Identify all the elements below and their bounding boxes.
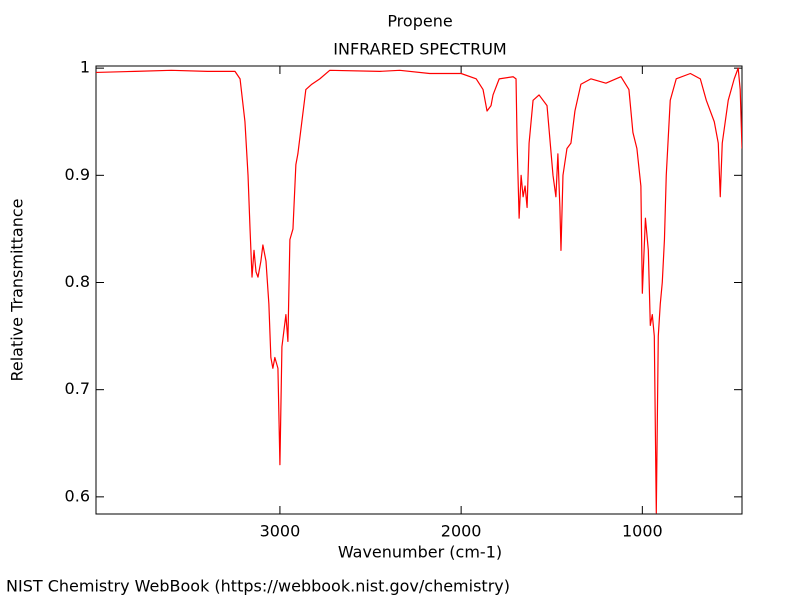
chart-title: Propene <box>387 12 452 31</box>
x-axis-label: Wavenumber (cm-1) <box>338 543 502 562</box>
y-tick-label: 0.6 <box>65 486 90 505</box>
y-axis-label: Relative Transmittance <box>8 198 27 381</box>
plot-frame <box>95 65 743 515</box>
x-tick-label: 1000 <box>622 522 663 541</box>
chart-subtitle: INFRARED SPECTRUM <box>333 40 506 59</box>
spectrum-line <box>96 67 742 514</box>
y-tick-label: 0.9 <box>65 165 90 184</box>
y-tick-label: 1 <box>80 58 90 77</box>
footer: NIST Chemistry WebBook (https://webbook.… <box>6 577 510 596</box>
x-tick-label: 3000 <box>260 522 301 541</box>
y-tick-label: 0.8 <box>65 272 90 291</box>
x-tick-label: 2000 <box>441 522 482 541</box>
y-tick-label: 0.7 <box>65 379 90 398</box>
